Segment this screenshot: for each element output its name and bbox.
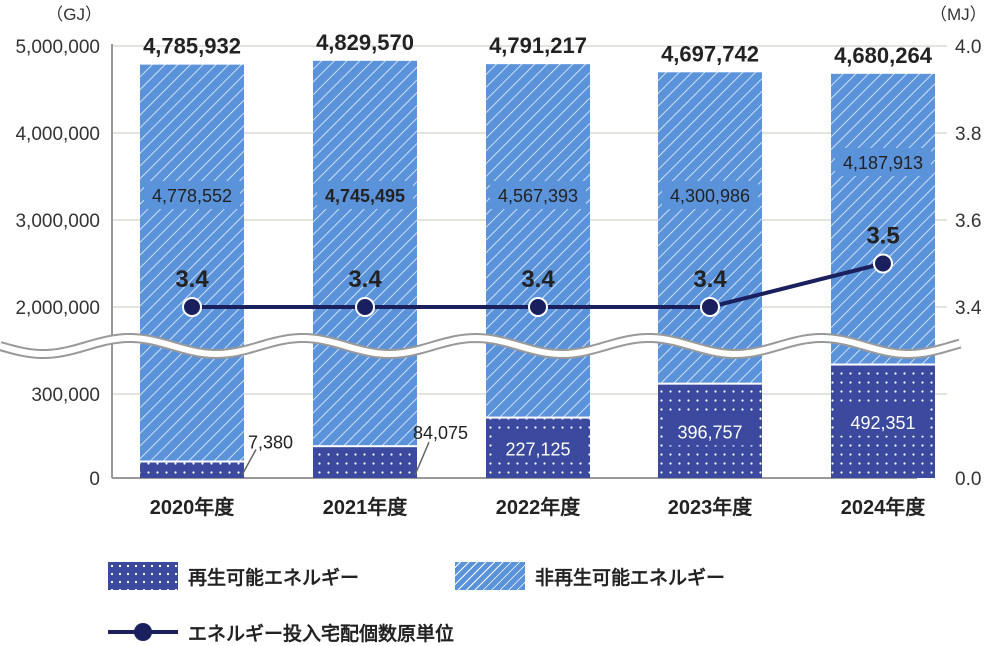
legend-line: エネルギー投入宅配個数原単位 [108, 618, 454, 646]
data-label-nonrenewable: 4,778,552 [152, 186, 232, 206]
line-label: 3.5 [866, 223, 899, 250]
legend-label: エネルギー投入宅配個数原単位 [188, 623, 455, 645]
legend-label: 非再生可能エネルギー [535, 567, 726, 589]
total-label: 4,785,932 [143, 34, 241, 59]
line-label: 3.4 [521, 266, 555, 293]
legend-label: 再生可能エネルギー [188, 567, 360, 589]
y2-tick-label: 4.0 [955, 37, 981, 58]
y2-axis-unit: （MJ） [930, 5, 984, 24]
leader-line [241, 449, 257, 476]
data-label-bg [490, 181, 586, 209]
y-axis-unit: （GJ） [46, 5, 102, 24]
line-point [700, 297, 720, 317]
data-label-renewable: 84,075 [413, 423, 468, 443]
y-tick-label: 300,000 [31, 385, 100, 406]
leader-line [414, 441, 430, 476]
x-tick-label: 2024年度 [841, 495, 926, 519]
bar-nonrenewable [140, 64, 244, 461]
x-tick-label: 2022年度 [496, 495, 581, 519]
total-label: 4,697,742 [661, 41, 759, 66]
y-tick-label: 3,000,000 [15, 211, 100, 232]
x-tick-label: 2020年度 [150, 495, 235, 519]
legend-swatch-hatch [455, 562, 525, 590]
y2-tick-label: 0.0 [955, 469, 981, 490]
data-label-nonrenewable: 4,567,393 [498, 186, 578, 206]
bar-nonrenewable [658, 72, 762, 383]
bar-renewable [140, 462, 244, 478]
data-label-renewable: 396,757 [677, 422, 742, 442]
bar-nonrenewable [831, 73, 935, 364]
data-label-bg [837, 407, 929, 436]
line-point [528, 297, 548, 317]
line-label: 3.4 [175, 266, 209, 293]
data-label-bg [317, 181, 413, 209]
x-tick-label: 2021年度 [323, 495, 408, 519]
data-label-renewable: 7,380 [248, 433, 293, 453]
total-label: 4,680,264 [834, 43, 933, 68]
bar-nonrenewable [486, 64, 590, 417]
legend-nonrenewable: 非再生可能エネルギー [455, 562, 725, 590]
line-label: 3.4 [693, 266, 727, 293]
legend-renewable: 再生可能エネルギー [108, 562, 359, 590]
line-point [355, 297, 375, 317]
data-label-bg [144, 181, 240, 209]
y2-tick-label: 3.8 [955, 124, 981, 145]
total-label: 4,791,217 [489, 33, 587, 58]
line-point [873, 253, 893, 274]
line-label: 3.4 [348, 266, 382, 293]
data-label-renewable: 492,351 [850, 413, 915, 433]
total-label: 4,829,570 [316, 30, 414, 55]
bar-renewable [313, 447, 417, 478]
data-label-nonrenewable: 4,300,986 [670, 186, 750, 206]
y-tick-label: 4,000,000 [15, 124, 100, 145]
legend-swatch-dots [108, 562, 178, 590]
y-tick-label: 5,000,000 [15, 37, 100, 58]
y2-tick-label: 3.4 [955, 298, 982, 319]
bar-nonrenewable [313, 60, 417, 446]
data-label-renewable: 227,125 [505, 439, 570, 459]
data-label-bg [492, 434, 584, 463]
y-tick-label: 0 [89, 469, 100, 490]
legend-swatch-line [108, 618, 178, 646]
data-label-nonrenewable: 4,745,495 [325, 186, 405, 206]
data-label-bg [662, 181, 758, 209]
y2-tick-label: 3.6 [955, 211, 981, 232]
data-label-nonrenewable: 4,187,913 [843, 153, 923, 173]
y-tick-label: 2,000,000 [15, 298, 100, 319]
x-tick-label: 2023年度 [668, 495, 753, 519]
line-point [182, 297, 202, 317]
data-label-bg [835, 148, 931, 176]
axis-break-fill [0, 334, 961, 358]
data-label-bg [664, 417, 756, 446]
